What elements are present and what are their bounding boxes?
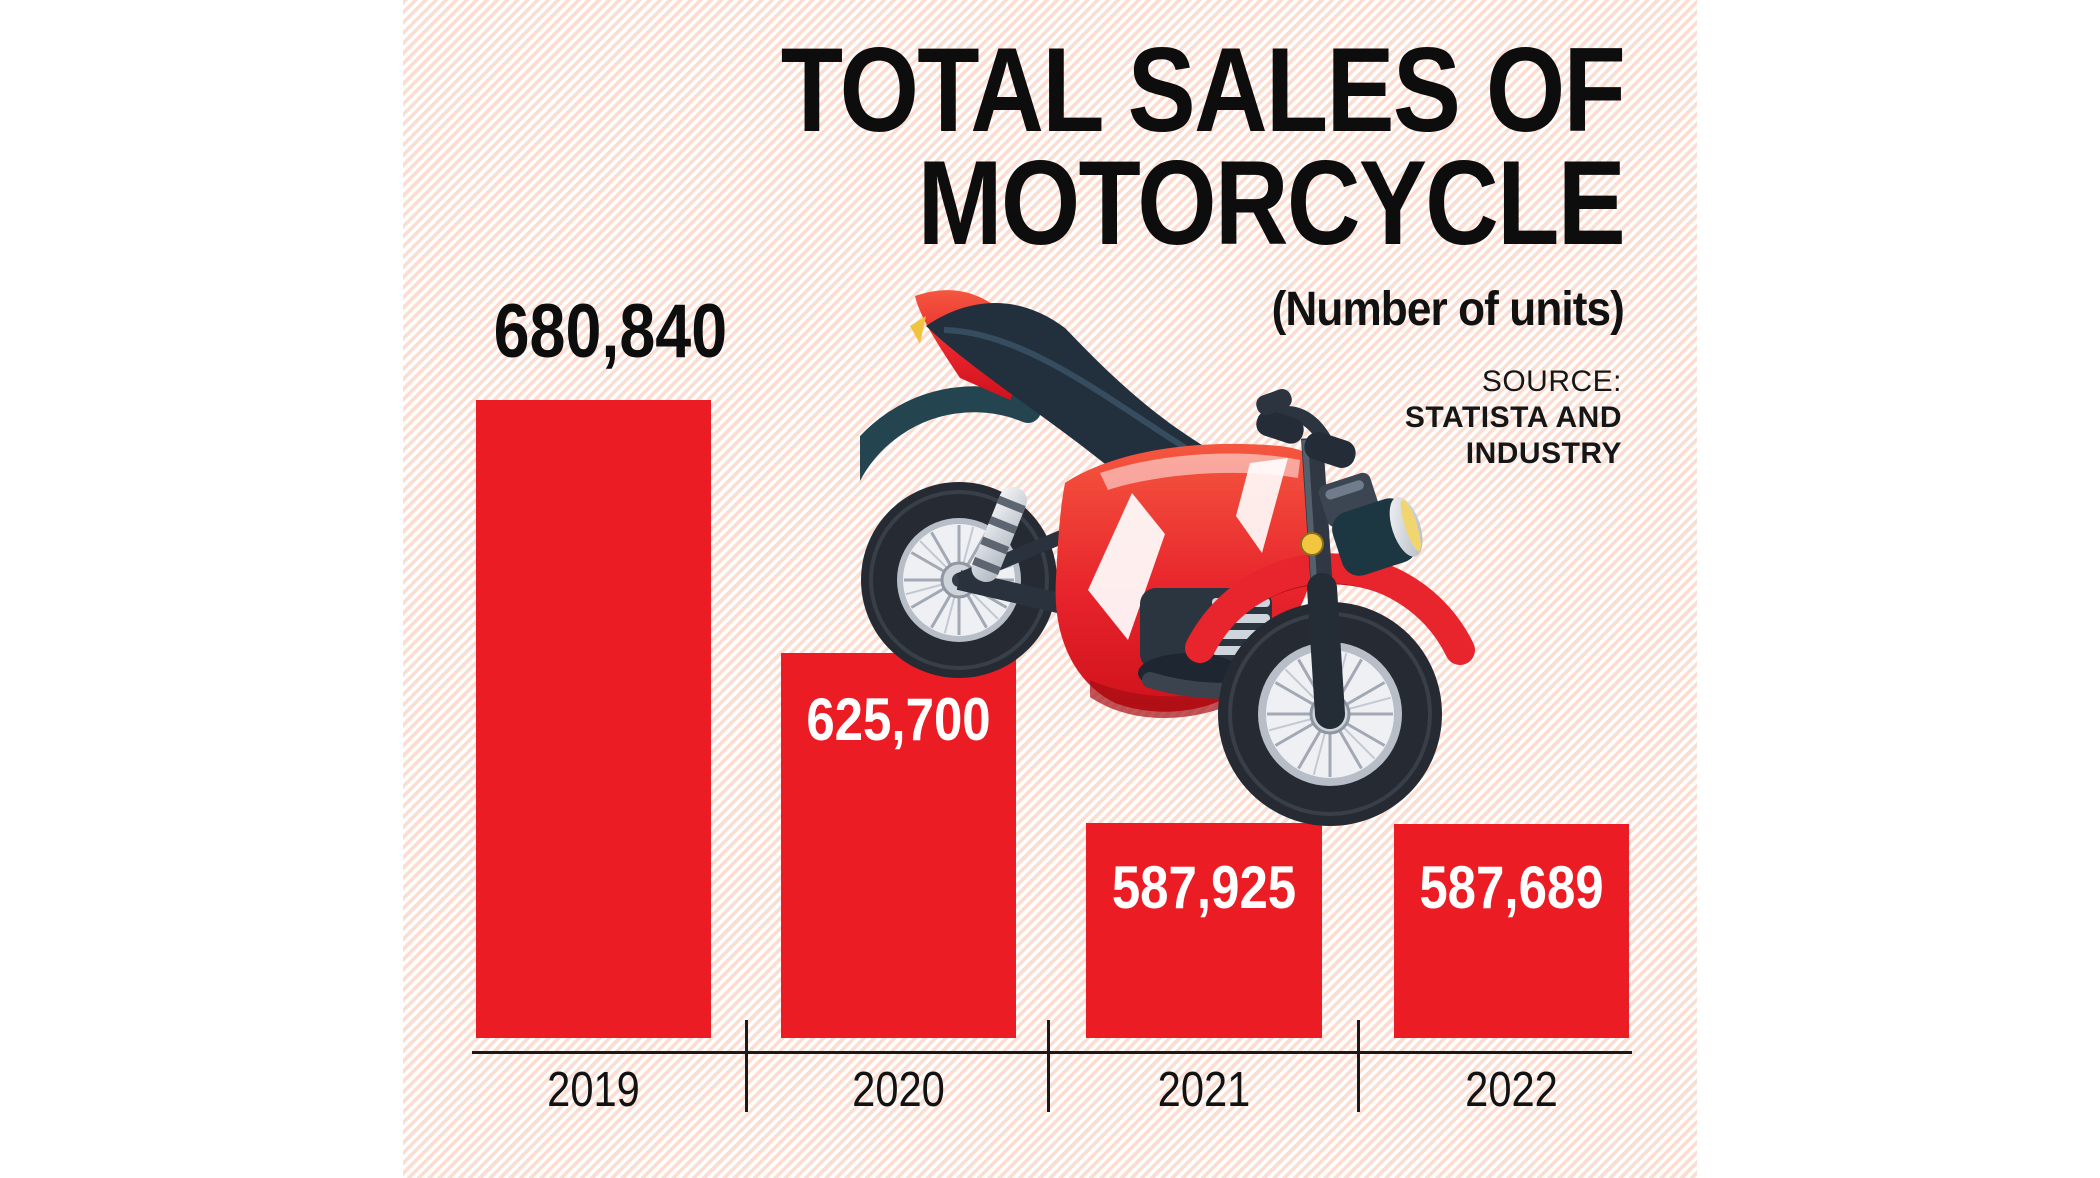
- headlight: [1332, 497, 1423, 576]
- value-label-2022: 587,689: [1419, 854, 1604, 921]
- chart-title-line1: TOTAL SALES OF: [780, 23, 1626, 157]
- bar-2019: [476, 400, 711, 1038]
- mirror-stub: [1256, 388, 1292, 416]
- value-label-2019: 680,840: [493, 289, 728, 374]
- axis-tick-1: [745, 1020, 748, 1112]
- chart-title-line2: MOTORCYCLE: [917, 135, 1626, 270]
- axis-tick-3: [1357, 1020, 1360, 1112]
- console-highlight: [1325, 480, 1364, 500]
- rear-shock: [971, 486, 1028, 583]
- bar-2020: [781, 653, 1016, 1038]
- seat-highlight: [943, 327, 1210, 465]
- chart-subtitle: (Number of units): [1271, 283, 1625, 336]
- chart-title: TOTAL SALES OF MOTORCYCLE: [780, 23, 1626, 270]
- axis-tick-2: [1047, 1020, 1050, 1112]
- year-label-2019: 2019: [547, 1063, 640, 1117]
- handlebar-grip-right: [1304, 432, 1356, 468]
- bar-2022: [1394, 824, 1629, 1038]
- body-white-blade-left: [1088, 493, 1165, 640]
- source-note: SOURCE: STATISTA AND INDUSTRY: [1405, 364, 1622, 472]
- bar-2021: [1086, 823, 1322, 1038]
- source-line2: INDUSTRY: [1465, 437, 1622, 470]
- year-label-2022: 2022: [1465, 1063, 1558, 1117]
- fork-slider: [1307, 573, 1345, 729]
- body-white-blade-right: [1236, 458, 1288, 553]
- value-label-2020: 625,700: [806, 686, 991, 753]
- source-label: SOURCE:: [1481, 365, 1622, 398]
- motorcycle-illustration: [860, 290, 1475, 826]
- source-line1: STATISTA AND: [1404, 401, 1622, 434]
- handlebar-grip-left: [1256, 410, 1304, 444]
- year-label-2020: 2020: [852, 1063, 945, 1117]
- rear-fender: [860, 386, 1041, 482]
- value-label-2021: 587,925: [1111, 854, 1297, 921]
- x-axis-line: [472, 1051, 1632, 1054]
- tail-light: [910, 316, 926, 344]
- fork-pivot: [1300, 532, 1324, 556]
- tank-highlight: [1100, 453, 1300, 490]
- body-shadow: [1090, 680, 1245, 719]
- year-label-2021: 2021: [1157, 1063, 1251, 1117]
